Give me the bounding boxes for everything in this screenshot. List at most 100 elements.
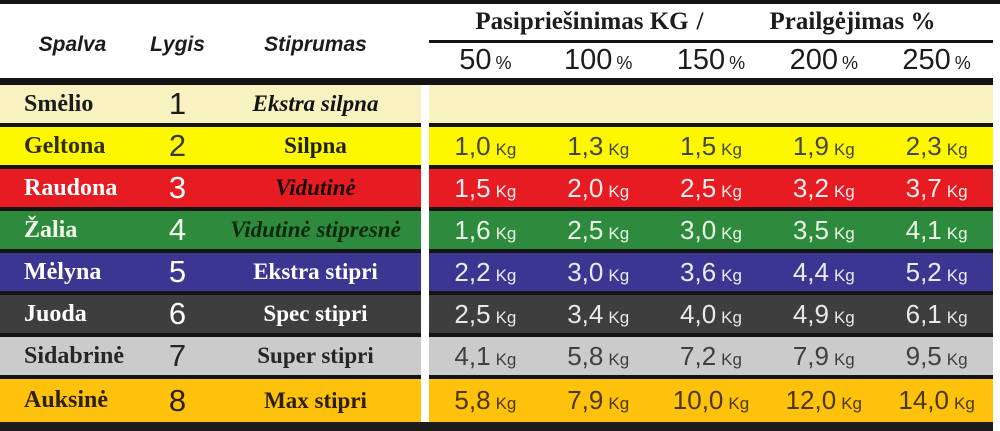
strength-cell: Spec stipri [263, 301, 368, 326]
color-name-cell: Raudona [24, 174, 118, 201]
kg-unit-label: Kg [608, 394, 630, 413]
kg-unit-label: Kg [721, 223, 742, 243]
kg-unit-label: Kg [495, 181, 517, 201]
table-row: Mėlyna 5 Ekstra stipri 2,2 Kg 3,0 Kg 3,6 Kg 4,4 Kg… [0, 253, 993, 295]
kg-unit-label: Kg [721, 181, 742, 201]
percent-sign: % [729, 53, 746, 73]
header-divider-line [0, 78, 993, 85]
kg-unit-label: Kg [833, 139, 855, 159]
percent-sign: % [495, 53, 512, 73]
kg-unit-label: Kg [608, 265, 630, 285]
strength-cell: Vidutinė [275, 175, 356, 200]
strength-cell: Super stipri [257, 343, 374, 368]
resistance-value: 2,5 [567, 214, 604, 245]
kg-unit-label: Kg [495, 394, 517, 413]
table-header: Spalva Lygis Stiprumas Pasipriešinimas K… [0, 4, 993, 78]
percent-sign: % [841, 53, 858, 73]
resistance-value: 14,0 [898, 385, 949, 415]
resistance-value: 4,1 [905, 214, 942, 245]
resistance-value: 1,5 [454, 172, 491, 203]
column-header-lygis: Lygis [150, 33, 205, 56]
percent-sign: % [954, 53, 971, 73]
kg-unit-label: Kg [608, 307, 630, 327]
kg-unit-label: Kg [946, 265, 968, 285]
strength-cell: Max stipri [264, 387, 367, 413]
level-cell: 3 [168, 170, 187, 205]
bottom-border-bar [0, 422, 993, 431]
level-cell: 6 [168, 296, 187, 331]
table-row: Sidabrinė 7 Super stipri 4,1 Kg 5,8 Kg 7,2 Kg 7,9… [0, 337, 993, 379]
level-cell: 1 [168, 86, 187, 121]
kg-unit-label: Kg [841, 394, 862, 413]
percent-tick-value: 50 [459, 44, 492, 76]
resistance-value: 2,2 [454, 256, 491, 287]
resistance-value: 3,6 [680, 256, 717, 287]
percent-tick: 250% [880, 44, 993, 77]
resistance-value-cell: 12,0 Kg [767, 385, 880, 416]
resistance-value-cell: 1,5 Kg [655, 131, 768, 162]
kg-unit-label: Kg [946, 349, 968, 369]
resistance-value: 5,2 [905, 256, 942, 287]
kg-unit-label: Kg [495, 349, 517, 369]
table-row: Juoda 6 Spec stipri 2,5 Kg 3,4 Kg 4,0 Kg 4,9 Kg 6,1… [0, 295, 993, 337]
kg-unit-label: Kg [946, 307, 968, 327]
kg-unit-label: Kg [495, 223, 517, 243]
resistance-value-cell: 2,2 Kg [429, 257, 542, 288]
header-left-columns: Spalva Lygis Stiprumas [0, 4, 421, 78]
percent-tick: 150% [655, 44, 768, 77]
resistance-value: 3,7 [905, 172, 942, 203]
resistance-value-cell: 4,1 Kg [880, 215, 993, 246]
kg-unit-label: Kg [721, 307, 742, 327]
percent-tick: 100% [542, 44, 655, 77]
table-row: Žalia 4 Vidutinė stipresnė 1,6 Kg 2,5 Kg 3,0 Kg 3… [0, 211, 993, 253]
strength-cell: Silpna [284, 133, 347, 158]
resistance-value: 3,4 [567, 298, 604, 329]
kg-unit-label: Kg [495, 265, 517, 285]
resistance-value-cell: 9,5 Kg [880, 341, 993, 372]
header-right-columns: Pasipriešinimas KG / Prailgėjimas % 50% 1… [429, 4, 993, 78]
kg-unit-label: Kg [721, 349, 742, 369]
table-row: Raudona 3 Vidutinė 1,5 Kg 2,0 Kg 2,5 Kg 3,2 Kg 3,7 K… [0, 169, 993, 211]
table-row: Geltona 2 Silpna 1,0 Kg 1,3 Kg 1,5 Kg 1,9 Kg 2,3 Kg [0, 127, 993, 169]
kg-unit-label: Kg [833, 307, 855, 327]
resistance-value-cell: 2,5 Kg [429, 299, 542, 330]
resistance-value-cell: 3,6 Kg [655, 257, 768, 288]
kg-unit-label: Kg [833, 223, 855, 243]
resistance-value-cell: 4,1 Kg [429, 341, 542, 372]
strength-cell: Ekstra stipri [253, 259, 378, 284]
kg-unit-label: Kg [608, 223, 630, 243]
resistance-value: 12,0 [785, 385, 837, 415]
level-cell: 5 [168, 254, 187, 289]
kg-unit-label: Kg [946, 223, 968, 243]
resistance-value-cell: 7,9 Kg [767, 341, 880, 372]
column-header-spalva: Spalva [38, 33, 107, 56]
resistance-value: 6,1 [905, 298, 942, 329]
resistance-value-cell: 6,1 Kg [880, 299, 993, 330]
resistance-value-cell: 3,2 Kg [767, 173, 880, 204]
resistance-value: 3,0 [680, 214, 717, 245]
title-slash: / [696, 8, 704, 35]
resistance-value: 1,9 [792, 130, 829, 161]
resistance-value: 1,5 [680, 130, 717, 161]
table-body: Smėlio 1 Ekstra silpna Geltona 2 Silpna 1,0 Kg 1… [0, 85, 1000, 422]
resistance-value: 7,9 [792, 340, 829, 371]
percent-tick: 50% [429, 44, 542, 77]
kg-unit-label: Kg [946, 139, 968, 159]
kg-unit-label: Kg [721, 139, 742, 159]
level-cell: 7 [168, 338, 187, 373]
resistance-value: 10,0 [672, 385, 724, 415]
resistance-value: 1,3 [567, 130, 604, 161]
resistance-value: 7,2 [680, 340, 717, 371]
resistance-value: 2,0 [567, 172, 604, 203]
resistance-value: 2,5 [680, 172, 717, 203]
column-header-stiprumas: Stiprumas [264, 33, 367, 56]
top-border-line [0, 0, 1000, 4]
resistance-value: 4,0 [680, 298, 717, 329]
resistance-value-cell: 1,3 Kg [542, 131, 655, 162]
resistance-value: 3,0 [567, 256, 604, 287]
level-cell: 2 [168, 128, 187, 163]
resistance-value-cell: 2,5 Kg [655, 173, 768, 204]
kg-unit-label: Kg [495, 139, 517, 159]
strength-cell: Ekstra silpna [252, 91, 379, 116]
